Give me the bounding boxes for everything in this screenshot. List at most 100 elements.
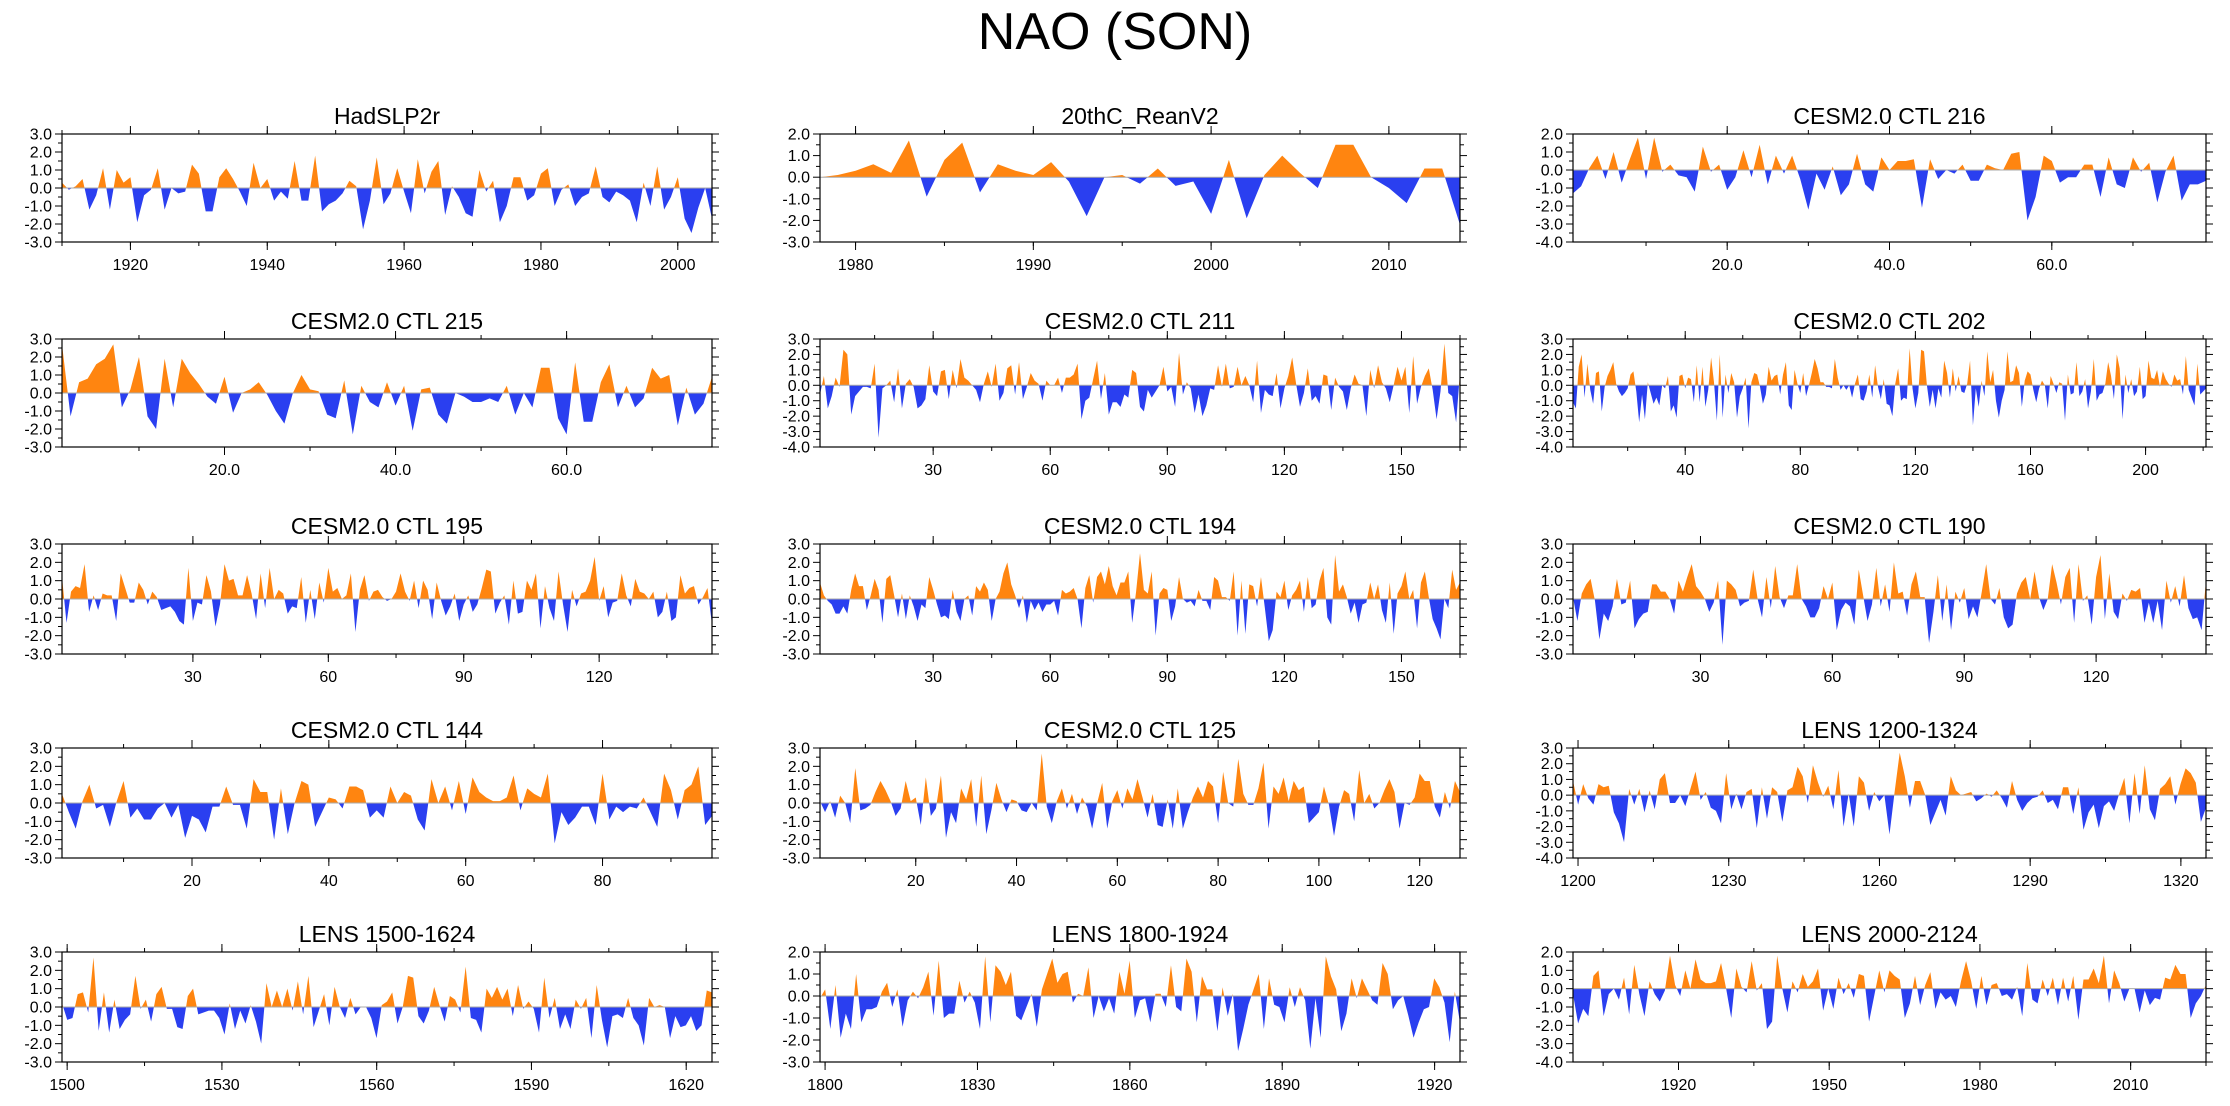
negative-anomaly-area [920,177,1460,225]
y-tick-label: -1.0 [24,814,52,831]
x-tick-label: 60 [457,873,475,890]
y-tick-label: 3.0 [1541,741,1563,758]
panel-title: CESM2.0 CTL 125 [1044,717,1236,743]
positive-anomaly-area [62,556,709,599]
panel-title: CESM2.0 CTL 202 [1793,308,1985,334]
y-tick-label: -3.0 [782,235,810,252]
y-tick-label: 0.0 [30,386,52,403]
x-tick-label: 120 [1902,462,1929,479]
x-tick-label: 30 [184,669,202,686]
x-tick-label: 100 [1306,873,1333,890]
y-tick-label: -1.0 [24,199,52,216]
x-tick-label: 1290 [2012,873,2048,890]
panel-title: LENS 2000-2124 [1801,921,1978,947]
y-tick-label: -1.0 [782,1011,810,1028]
y-tick-label: 2.0 [30,759,52,776]
y-tick-label: 0.0 [1541,788,1563,805]
y-tick-label: 2.0 [788,759,810,776]
y-tick-label: -3.0 [782,1055,810,1072]
panel-title: CESM2.0 CTL 190 [1793,513,1985,539]
y-tick-label: 1.0 [30,163,52,180]
y-tick-label: -1.0 [1535,803,1563,820]
y-tick-label: 0.0 [30,796,52,813]
x-tick-label: 1260 [1862,873,1898,890]
y-tick-label: 0.0 [788,796,810,813]
x-tick-label: 20 [907,873,925,890]
y-tick-label: -2.0 [1535,409,1563,426]
y-tick-label: 3.0 [1541,332,1563,349]
y-tick-label: -2.0 [24,1036,52,1053]
y-tick-label: -2.0 [1535,199,1563,216]
panel-title: LENS 1500-1624 [299,921,476,947]
x-tick-label: 150 [1388,462,1415,479]
y-tick-label: 3.0 [788,741,810,758]
y-tick-label: 3.0 [30,127,52,144]
negative-anomaly-area [820,385,1460,438]
y-tick-label: 0.0 [1541,592,1563,609]
y-tick-label: -1.0 [782,814,810,831]
nao-panel: LENS 1200-1324 3.02.01.00.0-1.0-2.0-3.0-4… [1535,717,2213,890]
x-tick-label: 160 [2017,462,2044,479]
y-tick-label: 3.0 [30,945,52,962]
y-tick-label: 2.0 [1541,347,1563,364]
positive-anomaly-area [62,344,712,393]
y-tick-label: -3.0 [1535,1036,1563,1053]
y-tick-label: -2.0 [24,628,52,645]
x-tick-label: 1860 [1112,1077,1148,1094]
x-tick-label: 60 [1041,462,1059,479]
y-tick-label: -1.0 [24,404,52,421]
x-tick-label: 1320 [2163,873,2199,890]
y-tick-label: -2.0 [782,628,810,645]
y-tick-label: -1.0 [782,610,810,627]
x-tick-label: 1980 [838,257,874,274]
y-tick-label: -3.0 [24,235,52,252]
y-tick-label: -3.0 [24,851,52,868]
y-tick-label: 3.0 [1541,537,1563,554]
y-tick-label: 2.0 [30,555,52,572]
x-tick-label: 150 [1388,669,1415,686]
y-tick-label: 1.0 [1541,362,1563,379]
y-tick-label: 2.0 [30,145,52,162]
panel-title: CESM2.0 CTL 144 [291,717,483,743]
negative-anomaly-area [67,188,712,233]
x-tick-label: 1960 [386,257,422,274]
x-tick-label: 1890 [1264,1077,1300,1094]
x-tick-label: 60 [1108,873,1126,890]
y-tick-label: 2.0 [788,555,810,572]
y-tick-label: 1.0 [30,368,52,385]
panel-title: LENS 1800-1924 [1052,921,1229,947]
x-tick-label: 20.0 [209,462,240,479]
panel-title: LENS 1200-1324 [1801,717,1978,743]
y-tick-label: -4.0 [1535,440,1563,457]
x-tick-label: 200 [2132,462,2159,479]
y-tick-label: 1.0 [1541,145,1563,162]
y-tick-label: 2.0 [1541,756,1563,773]
y-tick-label: -1.0 [24,1018,52,1035]
nao-panel: CESM2.0 CTL 190 3.02.01.0 0.0-1.0-2.0 -3.0 3… [1535,513,2213,686]
nao-panel: CESM2.0 CTL 125 3.02.01.0 0.0-1.0-2.0 -3.0 2… [782,717,1467,890]
x-tick-label: 120 [586,669,613,686]
y-tick-label: 0.0 [788,989,810,1006]
nao-panel: CESM2.0 CTL 194 3.02.01.0 0.0-1.0-2.0 -3.0 3… [782,513,1467,686]
y-tick-label: 0.0 [788,592,810,609]
positive-anomaly-area [1588,137,2177,170]
x-tick-label: 1920 [1661,1077,1697,1094]
x-tick-label: 80 [1791,462,1809,479]
nao-panel: CESM2.0 CTL 211 3.02.01.00.0-1.0-2.0-3.0-… [782,308,1467,479]
y-tick-label: -4.0 [1535,235,1563,252]
y-tick-label: -3.0 [24,1055,52,1072]
positive-anomaly-area [1573,752,2198,796]
x-tick-label: 1980 [1962,1077,1998,1094]
x-tick-label: 1560 [359,1077,395,1094]
x-tick-label: 1920 [1417,1077,1453,1094]
positive-anomaly-area [820,140,1445,178]
positive-anomaly-area [62,957,712,1007]
x-tick-label: 20.0 [1712,257,1743,274]
y-tick-label: -2.0 [782,213,810,230]
nao-panel: HadSLP2r 3.02.01.00.0-1.0-2.0-3.0 1920 1940… [24,103,719,274]
y-tick-label: -1.0 [782,393,810,410]
x-tick-label: 1920 [113,257,149,274]
positive-anomaly-area [1573,555,2206,599]
plot-frame [1572,133,2207,243]
positive-anomaly-area [62,766,703,803]
